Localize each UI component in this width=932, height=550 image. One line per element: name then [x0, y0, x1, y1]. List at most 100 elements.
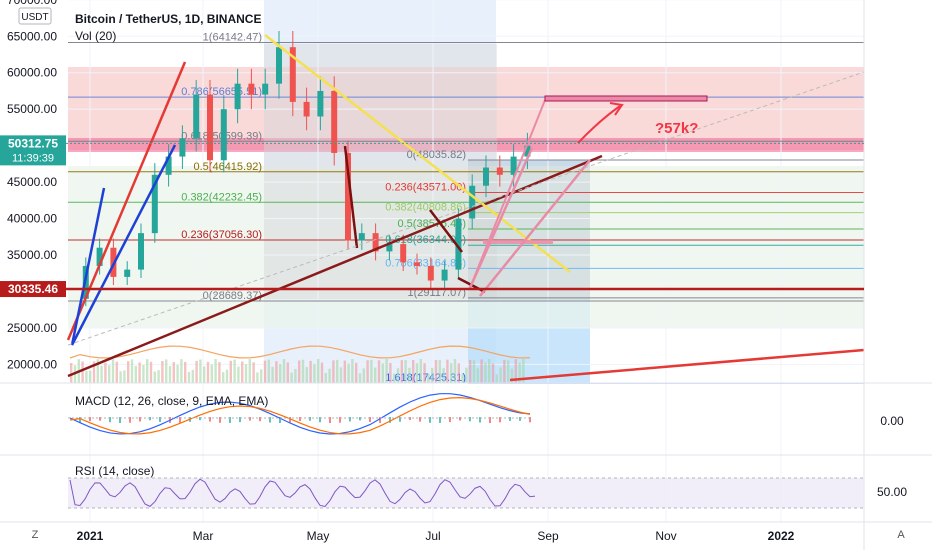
- fib-level-label: 0.382(42232.45): [181, 191, 262, 203]
- target-arrowhead: [609, 102, 624, 116]
- fib-level-label: 0.5(46415.92): [194, 161, 263, 173]
- auto-scale-button[interactable]: A: [897, 529, 905, 541]
- volume-bar: [499, 367, 502, 383]
- volume-ma-line: [69, 345, 531, 359]
- volume-bar: [320, 362, 324, 383]
- price-tag: [0, 281, 66, 298]
- macd-hist-bar: [379, 417, 381, 423]
- volume-bar: [229, 360, 232, 383]
- candle-body: [427, 265, 434, 281]
- volume-bar: [290, 372, 293, 383]
- currency-button[interactable]: [18, 7, 52, 25]
- rsi-title: RSI (14, close): [75, 464, 154, 478]
- volume-bar: [184, 361, 187, 383]
- candle-body: [289, 47, 296, 102]
- macd-hist-bar: [349, 417, 351, 422]
- volume-bar: [336, 359, 339, 383]
- macd-hist-bar: [309, 417, 311, 421]
- volume-bar: [92, 361, 96, 383]
- candle-body: [303, 101, 310, 117]
- y-tick-label: 60000.00: [7, 66, 57, 80]
- volume-bar: [385, 359, 388, 383]
- trendline-blue-1: [70, 187, 106, 346]
- candle-body: [151, 174, 158, 234]
- volume-bar: [495, 374, 498, 383]
- time-axis[interactable]: 2021 Mar May Jul Sep Nov 2022: [77, 529, 795, 543]
- volume-bar: [404, 360, 407, 383]
- rsi-value: 50.00: [877, 485, 907, 499]
- volume-bar: [267, 359, 270, 383]
- candle-body: [248, 83, 255, 95]
- macd-hist-bar: [139, 417, 141, 422]
- volume-bar: [130, 359, 134, 383]
- volume-bar: [248, 359, 251, 383]
- volume-bar: [465, 367, 468, 383]
- macd-hist-bar: [399, 417, 401, 422]
- macd-hist-bar: [129, 417, 131, 423]
- volume-bar: [381, 363, 384, 383]
- volume-bar: [100, 365, 103, 383]
- candle-body: [455, 218, 462, 270]
- candle-body: [372, 233, 379, 252]
- volume-bar: [85, 370, 88, 383]
- macd-hist-bar: [339, 417, 341, 423]
- volume-bar: [115, 361, 118, 383]
- price-tag-value: 50312.75: [8, 136, 58, 150]
- trendline-yellow: [264, 34, 571, 273]
- volume-bar: [317, 359, 320, 383]
- volume-bar: [172, 362, 175, 383]
- volume-bar: [377, 360, 381, 383]
- x-tick-label: Jul: [425, 529, 440, 543]
- channel-pink-right: [479, 159, 591, 297]
- candle-body: [345, 152, 351, 241]
- dashed-projection: [67, 71, 865, 346]
- volume-bar: [294, 369, 297, 383]
- candle-body: [483, 167, 489, 186]
- volume-bar: [427, 373, 430, 383]
- candle-body: [524, 145, 531, 157]
- volume-bar: [446, 359, 449, 383]
- target-arrow: [577, 105, 621, 144]
- support-box: [483, 240, 553, 244]
- volume-bar: [225, 369, 229, 383]
- x-tick-label: Nov: [655, 529, 676, 543]
- macd-hist-bar: [289, 417, 291, 423]
- volume-bar: [241, 361, 244, 383]
- volume-bar: [282, 359, 286, 383]
- macd-hist-bar: [109, 417, 111, 423]
- macd-hist-bar: [209, 417, 211, 422]
- y-tick-label: 70000.00: [7, 0, 57, 7]
- volume-bar: [168, 366, 172, 383]
- candle-body: [262, 83, 269, 95]
- candle-body: [165, 156, 172, 175]
- volume-bar: [389, 363, 392, 383]
- volume-bar: [146, 359, 149, 383]
- volume-bar: [423, 363, 426, 383]
- volume-bar: [260, 369, 263, 383]
- volume-bar: [195, 360, 198, 383]
- volume-bar: [476, 368, 479, 383]
- volume-bar: [203, 366, 206, 383]
- volume-bar: [362, 368, 365, 383]
- candle-body: [317, 90, 324, 117]
- price-axis[interactable]: 70000.00 65000.00 60000.00 55000.00 45000.00…: [7, 0, 57, 371]
- rsi-band: [68, 478, 864, 508]
- symbol-title: Bitcoin / TetherUS, 1D, BINANCE: [75, 12, 261, 26]
- macd-hist-bar: [249, 417, 251, 421]
- macd-hist-bar: [439, 417, 441, 423]
- volume-bar: [104, 362, 107, 383]
- volume-bar: [127, 361, 130, 383]
- fib-level-label: 1(64142.47): [203, 32, 262, 44]
- volume-bar: [431, 367, 434, 383]
- macd-hist-bar: [259, 417, 261, 422]
- volume-bar: [279, 364, 282, 383]
- volume-bar: [222, 372, 225, 383]
- macd-hist-bar: [389, 417, 391, 423]
- volume-bar: [256, 372, 259, 383]
- volume-bar: [301, 359, 305, 383]
- volume-bar: [366, 360, 369, 383]
- candle-body: [441, 269, 448, 281]
- zoom-button[interactable]: Z: [32, 529, 39, 541]
- target-box: [544, 95, 708, 102]
